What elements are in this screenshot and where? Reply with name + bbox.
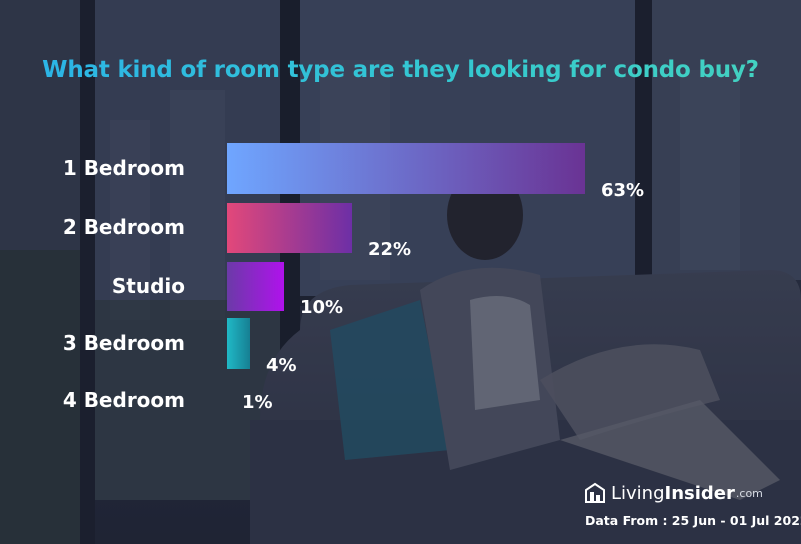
logo-text-living: Living — [611, 482, 665, 504]
logo-text-suffix: .com — [735, 486, 763, 500]
value-label: 4% — [266, 355, 297, 376]
data-source-text: Data From : 25 Jun - 01 Jul 2022 — [585, 513, 801, 528]
bar-studio — [227, 262, 284, 311]
living-insider-logo: LivingInsider .com — [584, 482, 763, 504]
logo-text-insider: Insider — [664, 482, 735, 504]
category-label: 4 Bedroom — [62, 387, 185, 412]
category-label: 2 Bedroom — [62, 215, 185, 239]
category-label: 1 Bedroom — [62, 155, 185, 180]
chart-title: What kind of room type are they looking … — [0, 57, 801, 83]
value-label: 1% — [242, 392, 273, 413]
value-label: 63% — [601, 180, 645, 201]
bar-1-bedroom — [227, 143, 585, 194]
category-label: 3 Bedroom — [62, 330, 185, 355]
bar-2-bedroom — [227, 203, 352, 253]
bar-3-bedroom — [227, 318, 250, 369]
house-logo-icon — [585, 482, 605, 503]
value-label: 10% — [300, 297, 344, 318]
value-label: 22% — [368, 239, 412, 260]
category-label: Studio — [111, 273, 185, 298]
